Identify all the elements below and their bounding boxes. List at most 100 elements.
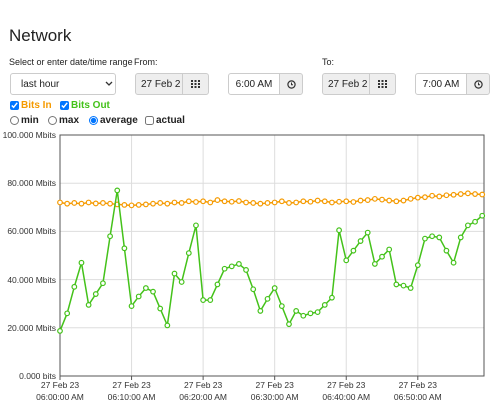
point — [92, 291, 99, 297]
point — [100, 200, 106, 206]
radio[interactable] — [48, 116, 57, 125]
point — [207, 297, 214, 303]
point — [128, 303, 135, 310]
point — [264, 295, 271, 302]
point — [479, 212, 486, 219]
point — [400, 197, 407, 204]
point — [293, 199, 300, 206]
point — [71, 283, 78, 290]
point — [357, 238, 364, 244]
radio[interactable] — [89, 116, 98, 125]
point — [92, 200, 99, 207]
point — [286, 321, 292, 328]
point — [214, 197, 221, 203]
point — [414, 262, 421, 269]
to-clock-button[interactable] — [466, 73, 490, 95]
from-time[interactable]: 6:00 AM — [228, 73, 280, 95]
option[interactable]: max — [48, 115, 79, 126]
x-tick-label: 27 Feb 23 06:10:00 AM — [107, 380, 156, 402]
point — [178, 279, 185, 285]
point — [128, 202, 135, 209]
point — [193, 222, 199, 229]
point — [450, 259, 457, 266]
radio[interactable] — [10, 116, 19, 125]
point — [250, 200, 257, 206]
range-value: last hour — [21, 78, 60, 90]
point — [236, 198, 242, 204]
point — [135, 293, 142, 300]
point — [150, 288, 156, 295]
point — [472, 191, 478, 197]
point — [436, 234, 443, 241]
point — [214, 281, 221, 288]
point — [121, 201, 128, 208]
point — [85, 199, 92, 206]
point — [422, 194, 428, 201]
point — [464, 222, 471, 229]
point — [457, 191, 464, 197]
point — [78, 200, 85, 207]
range-label: Select or enter date/time range — [9, 57, 133, 67]
to-date-text: 27 Feb 2 — [328, 78, 368, 90]
from-date[interactable]: 27 Feb 2 — [135, 73, 183, 95]
point — [171, 199, 178, 206]
point — [307, 198, 314, 205]
checkbox[interactable] — [10, 101, 19, 110]
to-time-text: 7:00 AM — [422, 78, 460, 90]
y-tick-label: 100.000 Mbits — [2, 130, 56, 140]
option[interactable]: min — [10, 115, 39, 126]
clock-icon — [473, 79, 483, 89]
point — [371, 195, 378, 202]
point — [379, 196, 385, 203]
legend-label: Bits In — [21, 100, 52, 111]
point — [85, 302, 92, 308]
point — [57, 328, 63, 334]
series-toggle[interactable]: Bits In — [10, 100, 52, 111]
point — [135, 201, 142, 208]
point — [243, 199, 249, 206]
point — [157, 305, 164, 312]
point — [271, 285, 278, 291]
point — [142, 285, 149, 291]
point — [329, 294, 335, 301]
point — [414, 194, 421, 201]
point — [236, 261, 242, 267]
point — [350, 247, 357, 254]
point — [71, 200, 78, 206]
range-select[interactable]: last hour — [10, 73, 116, 95]
from-calendar-button[interactable] — [182, 73, 209, 95]
point — [121, 245, 128, 252]
point — [278, 303, 285, 310]
point — [357, 197, 364, 204]
point — [78, 259, 85, 266]
x-tick-label: 27 Feb 23 06:30:00 AM — [250, 380, 299, 402]
point — [221, 265, 228, 272]
actual-label: actual — [156, 115, 185, 126]
point — [386, 197, 393, 204]
y-tick-label: 60.000 Mbits — [7, 226, 56, 237]
to-label: To: — [322, 57, 335, 67]
point — [178, 200, 185, 206]
to-calendar-button[interactable] — [369, 73, 396, 95]
point — [257, 308, 264, 314]
point — [407, 285, 414, 291]
point — [221, 198, 228, 205]
checkbox[interactable] — [145, 116, 154, 125]
point — [100, 280, 106, 287]
point — [336, 198, 342, 205]
from-clock-button[interactable] — [279, 73, 303, 95]
actual-toggle[interactable]: actual — [145, 115, 185, 126]
point — [228, 263, 235, 270]
checkbox[interactable] — [60, 101, 69, 110]
point — [393, 281, 400, 288]
point — [472, 218, 478, 225]
series-toggle[interactable]: Bits Out — [60, 100, 110, 111]
option[interactable]: average — [89, 115, 138, 126]
from-date-text: 27 Feb 2 — [141, 78, 181, 90]
point — [164, 322, 171, 329]
calendar-icon — [378, 80, 387, 88]
from-label: From: — [134, 57, 158, 67]
chevron — [105, 81, 113, 86]
point — [207, 199, 214, 206]
